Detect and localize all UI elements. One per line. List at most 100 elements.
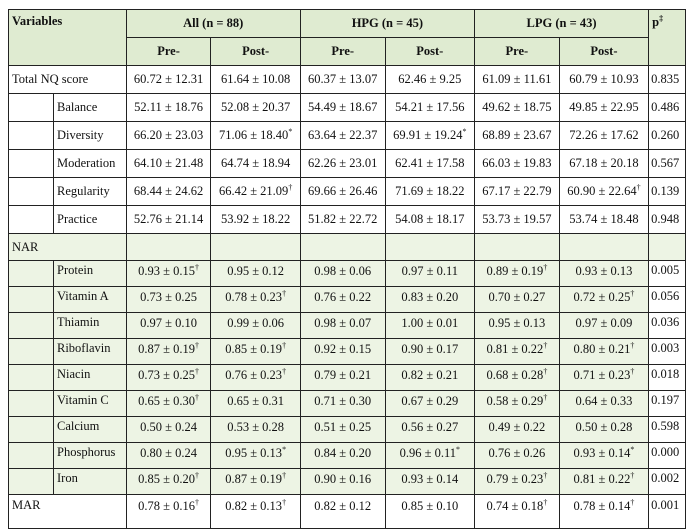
indent-cell (8, 442, 54, 469)
value-text: 66.20 ± 23.03 (133, 128, 204, 143)
value-text: 0.72 ± 0.25 (573, 290, 631, 305)
value-text: 0.76 ± 0.23 (225, 368, 283, 383)
significance-mark: † (630, 471, 635, 480)
value-cell: 0.79 ± 0.23† (473, 468, 560, 495)
value-cell: 0.81 ± 0.22† (473, 338, 560, 365)
value-text: 0.81 ± 0.22 (573, 472, 631, 487)
value-text: 71.06 ± 18.40 (218, 128, 289, 143)
value-text: 68.44 ± 24.62 (133, 184, 204, 199)
value-text: 0.78 ± 0.23 (225, 290, 283, 305)
value-text: 0.76 ± 0.22 (314, 290, 372, 305)
value-cell: 0.93 ± 0.14* (558, 442, 650, 469)
significance-mark: † (194, 393, 199, 402)
sub-header-all-post: Post- (210, 37, 301, 66)
value-text: 61.09 ± 11.61 (482, 72, 552, 87)
empty-cell (648, 233, 686, 261)
value-cell: 0.98 ± 0.07 (299, 312, 386, 339)
value-text: 0.80 ± 0.24 (140, 446, 197, 461)
value-text: 0.64 ± 0.33 (575, 394, 633, 409)
significance-mark: † (543, 393, 548, 402)
p-value: 0.598 (648, 416, 686, 443)
value-cell: 0.97 ± 0.11 (384, 260, 475, 287)
significance-mark: † (282, 498, 287, 507)
value-cell: 52.11 ± 18.76 (125, 93, 212, 122)
value-cell: 0.87 ± 0.19† (125, 338, 212, 365)
value-cell: 71.69 ± 18.22 (384, 177, 475, 206)
p-value: 0.036 (648, 312, 686, 339)
value-cell: 0.93 ± 0.15† (125, 260, 212, 287)
value-text: 61.64 ± 10.08 (220, 72, 291, 87)
value-text: 0.73 ± 0.25 (140, 290, 197, 305)
table-row: Riboflavin 0.87 ± 0.19† 0.85 ± 0.19† 0.92 ±… (8, 338, 686, 365)
value-text: 0.97 ± 0.11 (401, 264, 458, 279)
value-text: 0.81 ± 0.22 (486, 342, 544, 357)
value-text: 49.85 ± 22.95 (569, 100, 639, 115)
value-cell: 62.46 ± 9.25 (384, 65, 475, 94)
value-text: 0.76 ± 0.26 (488, 446, 546, 461)
value-text: 0.97 ± 0.10 (140, 316, 197, 331)
empty-cell (473, 233, 560, 261)
value-text: 60.37 ± 13.07 (308, 72, 378, 87)
p-value: 0.018 (648, 364, 686, 391)
table-row: Thiamin 0.97 ± 0.10 0.99 ± 0.06 0.98 ± 0.07… (8, 312, 686, 339)
row-label: Protein (53, 260, 127, 287)
table-row: Balance 52.11 ± 18.76 52.08 ± 20.37 54.49 ±… (8, 93, 686, 122)
value-text: 68.89 ± 23.67 (482, 128, 552, 143)
indent-cell (8, 260, 54, 287)
value-text: 54.49 ± 18.67 (308, 100, 378, 115)
value-cell: 53.74 ± 18.48 (558, 205, 650, 234)
value-text: 67.18 ± 20.18 (569, 156, 639, 171)
value-cell: 52.08 ± 20.37 (210, 93, 301, 122)
significance-mark: † (630, 367, 635, 376)
value-cell: 0.73 ± 0.25† (125, 364, 212, 391)
p-footnote-mark: ‡ (659, 14, 664, 23)
value-text: 0.90 ± 0.17 (401, 342, 459, 357)
p-value: 0.567 (648, 149, 686, 178)
row-label: Vitamin A (53, 286, 127, 313)
value-cell: 0.56 ± 0.27 (384, 416, 475, 443)
indent-cell (8, 416, 54, 443)
indent-cell (8, 286, 54, 313)
value-cell: 0.97 ± 0.09 (558, 312, 650, 339)
value-text: 71.69 ± 18.22 (395, 184, 465, 199)
value-cell: 66.20 ± 23.03 (125, 121, 212, 150)
value-cell: 0.93 ± 0.13 (558, 260, 650, 287)
indent-cell (8, 390, 54, 417)
value-cell: 0.70 ± 0.27 (473, 286, 560, 313)
value-text: 53.73 ± 19.57 (482, 212, 552, 227)
value-text: 0.80 ± 0.21 (573, 342, 631, 357)
significance-mark: † (282, 367, 287, 376)
indent-cell (8, 177, 54, 206)
value-cell: 0.49 ± 0.22 (473, 416, 560, 443)
value-text: 0.85 ± 0.20 (138, 472, 195, 487)
significance-mark: † (543, 263, 548, 272)
value-text: 0.89 ± 0.19 (486, 264, 544, 279)
value-text: 0.93 ± 0.15 (138, 264, 195, 279)
value-cell: 60.90 ± 22.64† (558, 177, 650, 206)
value-cell: 63.64 ± 22.37 (299, 121, 386, 150)
value-cell: 0.71 ± 0.30 (299, 390, 386, 417)
value-cell: 0.76 ± 0.22 (299, 286, 386, 313)
value-text: 62.26 ± 23.01 (308, 156, 378, 171)
value-text: 0.79 ± 0.23 (486, 472, 544, 487)
value-cell: 0.96 ± 0.11* (384, 442, 475, 469)
value-cell: 54.21 ± 17.56 (384, 93, 475, 122)
p-value: 0.003 (648, 338, 686, 365)
group-header-lpg: LPG (n = 43) (473, 9, 650, 38)
table-row: Iron 0.85 ± 0.20† 0.87 ± 0.19† 0.90 ± 0.16 0… (8, 468, 686, 495)
value-cell: 0.90 ± 0.17 (384, 338, 475, 365)
p-value: 0.000 (648, 442, 686, 469)
value-text: 0.87 ± 0.19 (138, 342, 195, 357)
p-value: 0.948 (648, 205, 686, 234)
significance-mark: * (288, 127, 293, 137)
value-text: 63.64 ± 22.37 (308, 128, 378, 143)
value-text: 62.46 ± 9.25 (398, 72, 462, 87)
value-text: 0.56 ± 0.27 (401, 420, 459, 435)
empty-cell (558, 233, 650, 261)
value-text: 66.03 ± 19.83 (482, 156, 552, 171)
value-text: 64.10 ± 21.48 (133, 156, 204, 171)
value-cell: 0.80 ± 0.24 (125, 442, 212, 469)
value-cell: 69.91 ± 19.24* (384, 121, 475, 150)
row-label: Thiamin (53, 312, 127, 339)
value-text: 0.98 ± 0.06 (314, 264, 372, 279)
